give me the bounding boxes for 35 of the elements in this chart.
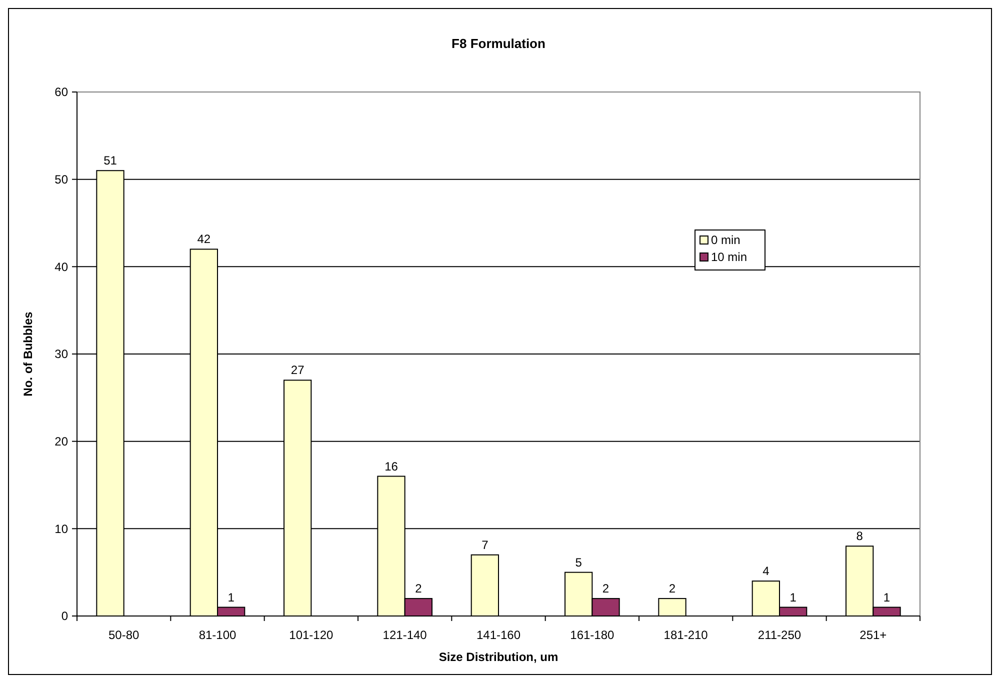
chart-title: F8 Formulation bbox=[452, 36, 546, 51]
data-label: 51 bbox=[104, 154, 118, 168]
data-label: 2 bbox=[602, 582, 610, 596]
data-label: 7 bbox=[482, 538, 489, 552]
x-tick-label: 251+ bbox=[860, 628, 887, 642]
data-label: 2 bbox=[415, 582, 422, 596]
data-label: 42 bbox=[197, 232, 211, 246]
data-label: 5 bbox=[575, 555, 582, 570]
data-label: 8 bbox=[856, 529, 864, 544]
x-tick-label: 211-250 bbox=[758, 628, 802, 642]
y-tick-label: 10 bbox=[54, 522, 68, 536]
x-tick-label: 161-180 bbox=[570, 628, 615, 642]
y-tick-label: 60 bbox=[54, 85, 68, 100]
y-tick-label: 0 bbox=[61, 609, 68, 624]
data-label: 16 bbox=[384, 459, 398, 474]
x-tick-label: 81-100 bbox=[198, 628, 237, 642]
data-label: 1 bbox=[790, 590, 797, 604]
x-tick-label: 181-210 bbox=[664, 628, 708, 642]
x-axis-title: Size Distribution, um bbox=[438, 650, 558, 664]
data-label: 4 bbox=[762, 564, 770, 578]
legend-label: 0 min bbox=[711, 233, 740, 248]
legend-label: 10 min bbox=[711, 250, 748, 264]
y-tick-label: 40 bbox=[54, 260, 68, 274]
x-tick-label: 50-80 bbox=[108, 628, 140, 642]
data-label: 27 bbox=[290, 363, 305, 378]
y-tick-label: 20 bbox=[54, 434, 68, 449]
y-tick-label: 50 bbox=[54, 172, 68, 187]
y-axis-title: No. of Bubbles bbox=[21, 311, 35, 396]
x-tick-label: 101-120 bbox=[289, 628, 334, 642]
x-tick-label: 141-160 bbox=[476, 628, 521, 642]
y-tick-label: 30 bbox=[54, 347, 68, 362]
data-label: 1 bbox=[228, 590, 235, 604]
data-label: 1 bbox=[883, 590, 890, 604]
x-tick-label: 121-140 bbox=[382, 628, 428, 642]
data-label: 2 bbox=[668, 582, 676, 596]
